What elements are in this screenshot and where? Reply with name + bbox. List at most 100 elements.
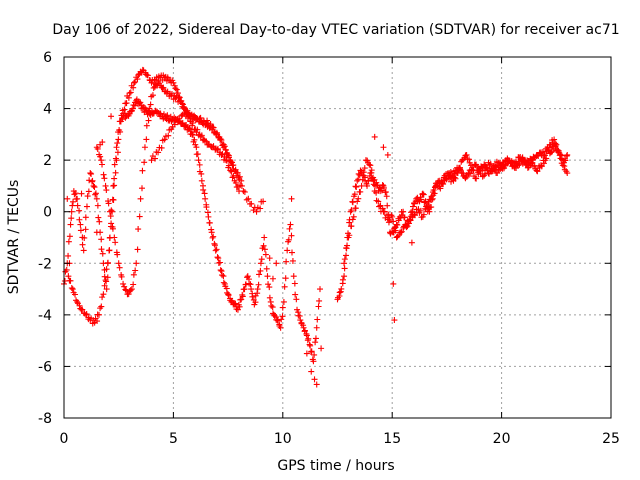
data-point-interp	[177, 98, 184, 105]
data-point-interp	[84, 193, 91, 200]
data-point	[188, 131, 195, 138]
data-point-interp	[197, 114, 204, 121]
data-point-interp	[132, 267, 139, 274]
data-point	[354, 198, 361, 205]
data-point	[367, 162, 374, 169]
data-point-interp	[98, 246, 105, 253]
data-point	[74, 195, 81, 202]
data-point-interp	[381, 208, 388, 215]
data-point-interp	[149, 92, 156, 99]
data-point	[211, 242, 218, 249]
data-point-interp	[99, 250, 106, 257]
data-point-interp	[557, 155, 564, 162]
data-point-interp	[71, 191, 78, 198]
data-point-interp	[247, 281, 254, 288]
data-point	[310, 358, 317, 365]
data-point-interp	[209, 234, 216, 241]
data-point	[80, 247, 87, 254]
data-point-interp	[164, 112, 171, 119]
data-point-interp	[82, 214, 89, 221]
data-point-interp	[263, 265, 270, 272]
data-point-interp	[312, 339, 319, 346]
data-point	[161, 136, 168, 143]
data-point-interp	[386, 217, 393, 224]
data-point-interp	[238, 182, 245, 189]
data-point	[313, 324, 320, 331]
data-point-interp	[420, 191, 427, 198]
data-point-interp	[235, 174, 242, 181]
data-point-interp	[534, 168, 541, 175]
outlier-point	[99, 139, 106, 146]
data-point	[74, 298, 81, 305]
data-point	[82, 311, 89, 318]
data-point	[402, 221, 409, 228]
data-point-interp	[315, 303, 322, 310]
data-point-interp	[252, 299, 259, 306]
data-point-interp	[250, 207, 257, 214]
data-point	[113, 157, 120, 164]
data-point	[115, 260, 122, 267]
data-point	[559, 162, 566, 169]
data-point-interp	[417, 196, 424, 203]
data-point-interp	[219, 272, 226, 279]
data-point-interp	[346, 232, 353, 239]
data-point-interp	[451, 174, 458, 181]
data-point-interp	[79, 241, 86, 248]
data-point-interp	[457, 164, 464, 171]
x-tick-label: 25	[602, 431, 620, 447]
x-tick-label: 15	[383, 431, 401, 447]
data-point-interp	[127, 287, 134, 294]
data-point	[77, 221, 84, 228]
outlier-point	[313, 381, 320, 388]
data-point	[205, 213, 212, 220]
data-point-interp	[89, 177, 96, 184]
data-point	[454, 170, 461, 177]
data-point-interp	[76, 216, 83, 223]
outlier-point	[288, 195, 295, 202]
data-point-interp	[513, 160, 520, 167]
data-point-interp	[221, 153, 228, 160]
data-point-interp	[545, 147, 552, 154]
data-point-interp	[99, 294, 106, 301]
data-point-interp	[352, 183, 359, 190]
data-point-interp	[141, 159, 148, 166]
data-point	[354, 177, 361, 184]
data-point-interp	[236, 303, 243, 310]
data-point-interp	[96, 218, 103, 225]
data-point-interp	[223, 150, 230, 157]
data-point-interp	[88, 170, 95, 177]
data-point-interp	[307, 348, 314, 355]
data-point-interp	[191, 112, 198, 119]
chart-title: Day 106 of 2022, Sidereal Day-to-day VTE…	[52, 22, 619, 38]
data-point-interp	[316, 297, 323, 304]
data-point	[155, 149, 162, 156]
data-point-interp	[122, 286, 129, 293]
data-point	[364, 182, 371, 189]
data-point-interp	[136, 213, 143, 220]
data-point	[244, 273, 251, 280]
data-point	[428, 193, 435, 200]
y-tick-label: 0	[43, 205, 52, 221]
data-point-interp	[68, 284, 75, 291]
data-point-interp	[232, 300, 239, 307]
outlier-point	[408, 239, 415, 246]
data-point-interp	[111, 182, 118, 189]
data-point	[358, 182, 365, 189]
data-point-interp	[72, 190, 79, 197]
data-point-interp	[232, 179, 239, 186]
data-point-interp	[210, 124, 217, 131]
data-point-interp	[114, 140, 121, 147]
y-tick-label: -8	[38, 411, 52, 427]
data-point-interp	[266, 284, 273, 291]
data-point	[87, 170, 94, 177]
outlier-point	[64, 195, 71, 202]
data-point-interp	[66, 233, 73, 240]
data-point-interp	[103, 266, 110, 273]
data-point	[90, 182, 97, 189]
data-point	[341, 260, 348, 267]
y-tick-label: -2	[38, 256, 52, 272]
data-point-interp	[467, 170, 474, 177]
outlier-point	[78, 190, 85, 197]
data-point-interp	[173, 86, 180, 93]
data-point-interp	[548, 148, 555, 155]
